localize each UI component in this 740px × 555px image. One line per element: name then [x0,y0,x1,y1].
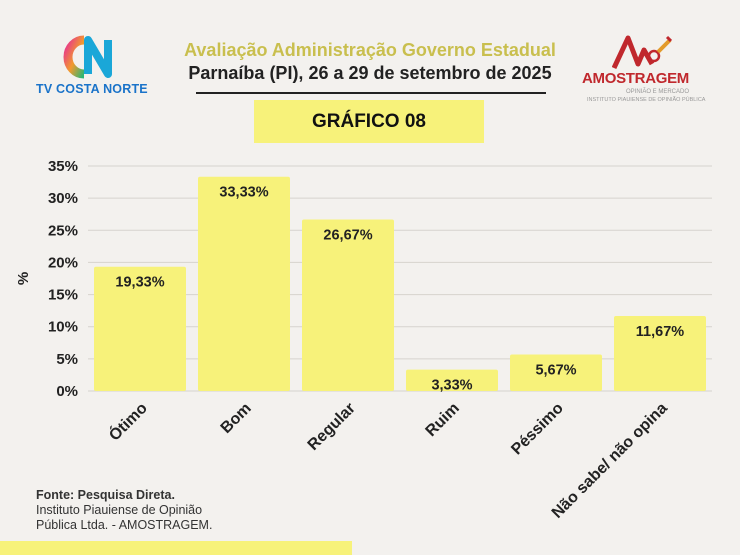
data-label: 26,67% [323,228,372,244]
x-tick-label: Regular [305,400,359,454]
source-line-3: Pública Ltda. - AMOSTRAGEM. [36,518,213,532]
data-label: 19,33% [115,275,164,291]
x-tick-label: Péssimo [508,400,567,459]
bar [406,369,498,391]
amostragem-name: AMOSTRAGEM [582,70,689,87]
y-tick-label: 35% [48,158,78,175]
page-subtitle: Parnaíba (PI), 26 a 29 de setembro de 20… [188,63,552,83]
y-tick-label: 0% [56,383,78,400]
data-label: 33,33% [219,185,268,201]
data-label: 5,67% [535,363,576,379]
x-tick-label: Bom [218,400,255,437]
amostragem-institute: INSTITUTO PIAUIENSE DE OPINIÃO PÚBLICA [587,97,706,103]
x-tick-label: Ruim [423,400,463,440]
page-title: Avaliação Administração Governo Estadual [184,40,556,60]
data-label: 3,33% [431,378,472,394]
title-divider [196,92,546,94]
tv-costa-norte-text: TV COSTA NORTE [36,82,148,96]
chart-number-badge: GRÁFICO 08 [254,100,484,143]
source-note: Fonte: Pesquisa Direta. Instituto Piauie… [36,488,212,533]
source-line-1: Fonte: Pesquisa Direta. [36,488,175,502]
amostragem-tagline: OPINIÃO E MERCADO [626,89,690,95]
bar [94,266,186,391]
y-tick-label: 30% [48,190,78,207]
y-tick-label: 10% [48,319,78,336]
source-line-2: Instituto Piauiense de Opinião [36,503,203,517]
amostragem-mark-icon [612,35,672,70]
data-label: 11,67% [636,324,684,340]
amostragem-logo: AMOSTRAGEM OPINIÃO E MERCADO INSTITUTO P… [582,34,712,112]
bar [198,176,290,391]
footer-accent-bar [0,541,352,555]
bar-chart: 0% 5% 10% 15% 20% 25% 30% 35%% 19,33% Ótimo 33,33%… [15,158,712,522]
bar [614,315,706,391]
y-tick-label: 15% [48,287,78,304]
tv-costa-norte-mark-icon [63,35,112,79]
y-tick-label: 20% [48,254,78,271]
y-tick-label: 5% [56,351,78,368]
bar [510,354,602,391]
x-tick-label: Ótimo [105,398,151,444]
y-tick-label: 25% [48,222,78,239]
y-axis-label: % [15,272,32,285]
bar [302,219,394,391]
tv-costa-norte-logo: TV COSTA NORTE [36,34,148,100]
x-tick-label: Não sabe/ não opina [549,400,671,522]
